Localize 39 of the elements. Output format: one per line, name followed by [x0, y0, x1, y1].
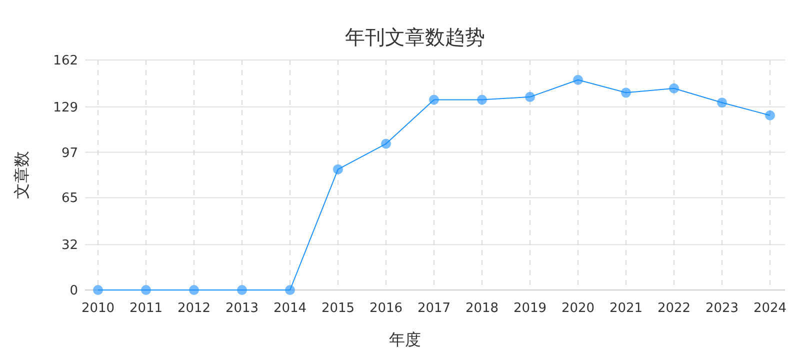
- x-tick-label: 2010: [81, 301, 115, 316]
- y-tick-label: 65: [61, 191, 78, 206]
- point: [573, 74, 583, 85]
- y-tick-label: 162: [53, 54, 78, 68]
- x-tick-label: 2014: [273, 301, 307, 316]
- point: [717, 98, 727, 108]
- x-tick-label: 2020: [561, 301, 595, 316]
- point: [237, 285, 247, 295]
- x-tick-label: 2016: [369, 301, 403, 316]
- x-tick-label: 2022: [657, 301, 691, 316]
- x-axis-title: 年度: [389, 330, 421, 349]
- point: [333, 164, 343, 174]
- point: [381, 138, 391, 149]
- x-tick-label: 2015: [321, 301, 355, 316]
- y-tick-label: 32: [61, 238, 78, 254]
- chart-title: 年刊文章数趋势: [345, 25, 485, 49]
- point: [285, 285, 295, 295]
- point: [669, 83, 679, 94]
- point: [477, 94, 487, 105]
- x-tick-label: 2018: [465, 301, 499, 316]
- x-tick-label: 2012: [177, 301, 211, 316]
- x-tick-label: 2017: [417, 301, 451, 316]
- point: [765, 110, 775, 120]
- point: [93, 285, 103, 295]
- x-tick-label: 2023: [705, 301, 739, 316]
- point: [429, 94, 439, 105]
- x-tick-label: 2021: [609, 301, 643, 316]
- point: [189, 285, 199, 295]
- point: [621, 88, 631, 98]
- point: [141, 285, 151, 295]
- x-tick-label: 2013: [225, 301, 259, 316]
- y-axis-title: 文章数: [12, 151, 31, 199]
- y-tick-label: 129: [53, 100, 78, 116]
- x-tick-label: 2024: [753, 301, 787, 316]
- y-tick-label: 97: [61, 146, 78, 161]
- y-tick-label: 0: [70, 284, 78, 298]
- x-tick-label: 2019: [513, 301, 547, 316]
- x-tick-label: 2011: [129, 301, 163, 316]
- point: [525, 92, 535, 102]
